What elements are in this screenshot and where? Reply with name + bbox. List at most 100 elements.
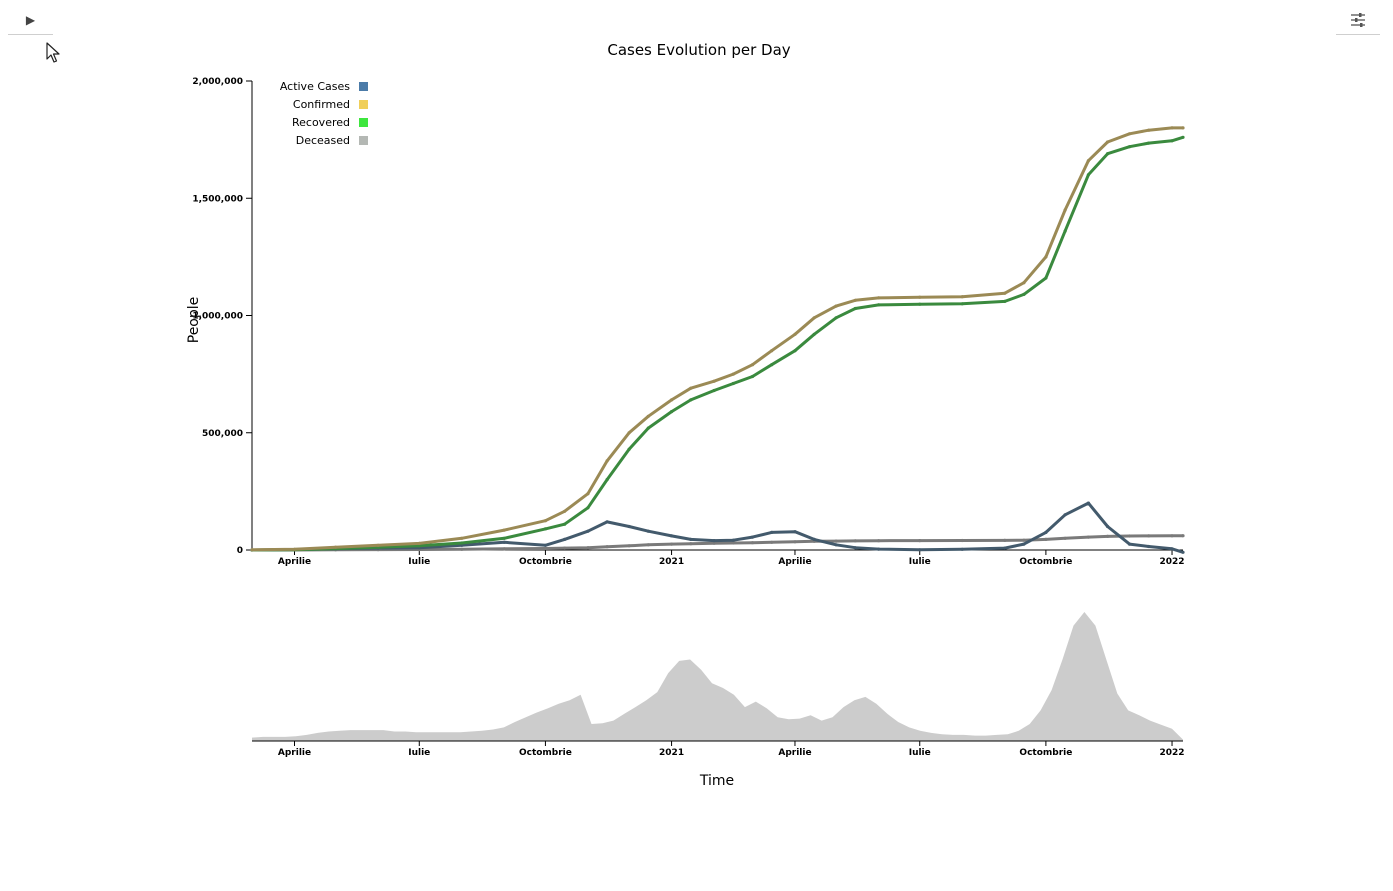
data-point xyxy=(1147,534,1151,538)
y-tick-label: 1,000,000 xyxy=(192,312,243,322)
data-point xyxy=(1003,299,1007,303)
data-point xyxy=(793,530,797,534)
overview-x-tick-label: Iulie xyxy=(408,748,430,758)
data-point xyxy=(770,349,774,353)
overview-area xyxy=(252,612,1183,741)
data-point xyxy=(1063,229,1067,233)
data-point xyxy=(770,540,774,544)
data-point xyxy=(1181,534,1185,538)
data-point xyxy=(543,546,548,551)
data-point xyxy=(250,548,254,552)
data-point xyxy=(1063,536,1067,540)
settings-button[interactable] xyxy=(1336,6,1380,35)
data-point xyxy=(960,538,964,543)
data-point xyxy=(670,398,674,402)
data-point xyxy=(605,545,609,549)
data-point xyxy=(834,543,838,547)
data-point xyxy=(1170,534,1174,538)
play-icon: ▶ xyxy=(25,13,36,27)
legend-swatch xyxy=(359,82,368,91)
main-plot: 0 500,000 1,000,000 1,500,000 2,000,000 April… xyxy=(192,77,1185,567)
data-point xyxy=(627,431,631,435)
data-point xyxy=(770,363,774,367)
y-axis-label: People xyxy=(186,297,202,344)
data-point xyxy=(627,524,631,529)
data-point xyxy=(1147,544,1151,549)
main-x-tick-label: Octombrie xyxy=(1019,557,1072,567)
main-x-tick-label: 2022 xyxy=(1159,557,1184,567)
data-point xyxy=(563,546,567,550)
data-point xyxy=(586,546,590,550)
data-point xyxy=(1127,145,1132,149)
data-point xyxy=(960,547,964,551)
overview-x-tick-label: Iulie xyxy=(909,748,931,758)
data-point xyxy=(853,546,857,550)
data-point xyxy=(1044,276,1048,280)
data-point xyxy=(586,492,590,496)
data-point xyxy=(834,539,838,543)
data-point xyxy=(918,548,922,552)
data-point xyxy=(502,536,506,540)
data-point xyxy=(646,414,650,418)
main-x-tick-label: 2021 xyxy=(659,557,684,567)
data-point xyxy=(334,545,338,549)
data-point xyxy=(586,506,590,510)
data-point xyxy=(834,304,838,308)
legend-label: Confirmed xyxy=(293,98,350,111)
data-point xyxy=(689,542,693,546)
play-button[interactable]: ▶ xyxy=(8,6,53,35)
data-point xyxy=(918,302,922,306)
overview-x-tick-label: Octombrie xyxy=(519,748,572,758)
data-point xyxy=(502,528,506,532)
overview-x-tick-label: Octombrie xyxy=(1019,748,1072,758)
data-point xyxy=(502,540,506,544)
data-point xyxy=(1181,126,1185,130)
overview-brush[interactable]: Aprilie Iulie Octombrie 2021 Aprilie Iulie Oct… xyxy=(252,612,1185,758)
legend: Active Cases Confirmed Recovered Deceased xyxy=(280,80,368,147)
data-point xyxy=(750,535,755,539)
data-point xyxy=(1003,291,1007,295)
legend-label: Active Cases xyxy=(280,80,350,93)
data-point xyxy=(605,459,609,463)
main-x-tick-label: Iulie xyxy=(408,557,430,567)
data-point xyxy=(543,519,548,523)
data-point xyxy=(460,547,464,551)
data-point xyxy=(731,541,735,545)
data-point xyxy=(1022,281,1026,285)
chart-title: Cases Evolution per Day xyxy=(607,41,790,59)
data-point xyxy=(1181,135,1185,139)
data-point xyxy=(877,296,881,300)
data-point xyxy=(877,547,881,551)
data-point xyxy=(1022,542,1026,546)
data-point xyxy=(376,543,380,547)
data-point xyxy=(1063,513,1067,517)
legend-swatch xyxy=(359,118,368,127)
data-point xyxy=(646,529,650,533)
data-point xyxy=(853,539,857,543)
y-tick-label: 0 xyxy=(237,546,243,556)
data-point xyxy=(750,363,755,367)
data-point xyxy=(853,298,857,302)
data-point xyxy=(460,536,464,540)
data-point xyxy=(812,316,816,320)
legend-label: Recovered xyxy=(292,116,350,129)
data-point xyxy=(563,537,567,542)
data-point xyxy=(812,537,816,542)
data-point xyxy=(1086,535,1090,539)
data-point xyxy=(1127,534,1132,538)
data-point xyxy=(1170,126,1174,130)
data-point xyxy=(1127,132,1132,136)
data-point xyxy=(586,529,590,533)
overview-x-tick-label: 2022 xyxy=(1159,748,1184,758)
data-point xyxy=(563,522,567,526)
main-x-tick-label: Aprilie xyxy=(278,557,311,567)
data-point xyxy=(627,447,631,451)
data-point xyxy=(793,332,797,336)
data-point xyxy=(1044,537,1048,542)
data-point xyxy=(605,520,609,524)
y-tick-label: 1,500,000 xyxy=(192,194,243,204)
overview-x-tick-label: Aprilie xyxy=(778,748,811,758)
data-point xyxy=(918,295,922,299)
data-point xyxy=(1106,140,1110,144)
